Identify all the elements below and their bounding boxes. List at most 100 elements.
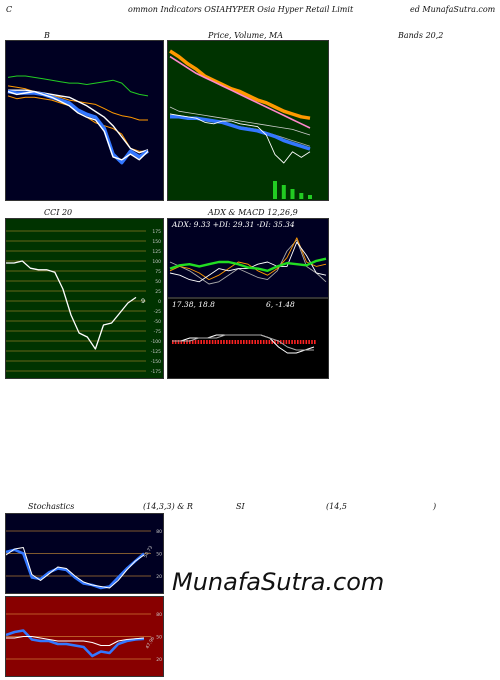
adx-secondary-line	[169, 239, 327, 285]
macd-histogram-bar	[299, 340, 302, 344]
adx-values: ADX: 9.33 +DI: 29.31 -DI: 35.34	[172, 220, 295, 229]
volume-bar	[299, 193, 304, 199]
macd-histogram-bar	[226, 340, 228, 344]
cci-tick-label: -75	[154, 329, 161, 335]
macd-histogram-bar	[189, 340, 191, 344]
macd-histogram-bar	[200, 340, 202, 344]
macd-histogram-bar	[223, 340, 225, 344]
stoch-tick-label: 80	[156, 529, 162, 535]
rsi-tick-label: 80	[156, 612, 162, 618]
macd-histogram-bar	[291, 340, 293, 344]
bollinger-panel	[5, 40, 164, 201]
cci-tick-label: -175	[151, 369, 161, 375]
macd-histogram-bar	[302, 340, 305, 344]
cci-line	[6, 260, 137, 350]
macd-histogram-bar	[251, 340, 254, 344]
macd-histogram-bar	[311, 340, 313, 344]
macd-histogram-bar	[294, 340, 296, 344]
cci-tick-label: 25	[155, 289, 161, 295]
price-ma-blue	[170, 115, 311, 151]
price-label: Price, Volume, MA	[208, 31, 284, 40]
macd-histogram-bar	[197, 340, 200, 344]
cci-tick-label: 150	[152, 239, 161, 245]
rsi-chart: 80 50 20 47.96	[6, 612, 162, 663]
cci-tick-label: -125	[151, 349, 161, 355]
cci-tick-label: -25	[154, 309, 161, 315]
bb-upper-band	[7, 75, 149, 97]
adx-panel: ADX: 9.33 +DI: 29.31 -DI: 35.34	[167, 218, 329, 298]
rsi-signal-line	[6, 636, 145, 646]
stoch-k-line	[6, 548, 145, 590]
cci-tick-label: 75	[155, 269, 161, 275]
bb-price-blue	[7, 89, 149, 165]
price-panel	[167, 40, 329, 201]
stoch-tick-label: 20	[156, 574, 162, 580]
macd-histogram-bar	[208, 340, 211, 344]
rsi-params-close: )	[433, 502, 437, 511]
price-ma-grey-1	[169, 106, 311, 136]
macd-signal-line	[172, 334, 314, 351]
stoch-panel: 80 50 20 50.73	[5, 513, 164, 594]
price-ma-pink	[169, 55, 311, 129]
macd-histogram-bar	[254, 340, 256, 344]
rsi-level-label: 47.96	[145, 636, 157, 650]
minus-di-line	[169, 241, 327, 283]
stoch-tick-label: 50	[156, 552, 162, 558]
macd-histogram-bar	[314, 340, 316, 344]
volume-bar	[281, 185, 286, 199]
macd-values-a: 17.38, 18.8	[172, 300, 215, 309]
macd-histogram-bar	[174, 340, 177, 344]
bb-middle-band	[8, 89, 149, 154]
rsi-line	[6, 629, 145, 658]
macd-histogram-bar	[271, 340, 273, 344]
macd-histogram-bar	[248, 340, 251, 344]
macd-histogram-bar	[268, 340, 271, 344]
macd-histogram-bar	[214, 340, 217, 344]
macd-histogram-bar	[228, 340, 231, 344]
macd-histogram-bar	[240, 340, 242, 344]
macd-histogram-bar	[177, 340, 180, 344]
volume-bar	[273, 181, 277, 199]
stoch-d-line	[6, 547, 145, 589]
cci-label: CCI 20	[44, 208, 73, 217]
adx-line	[169, 257, 327, 272]
macd-histogram-bar	[277, 340, 279, 344]
volume-bar	[308, 195, 312, 199]
stochastics-chart: 80 50 20 50.73	[6, 529, 162, 590]
macd-histogram-bar	[274, 340, 276, 344]
cci-tick-label: 100	[152, 259, 161, 265]
macd-chart	[172, 334, 316, 354]
cci-tick-label: 125	[152, 249, 161, 255]
macd-histogram-bar	[282, 340, 285, 344]
price-line	[169, 113, 311, 164]
price-ma-orange	[169, 49, 311, 120]
cci-chart: 175 150 125 100 75 50 25 0 -25 -50 -75 -100 -125 -150…	[6, 229, 161, 375]
macd-histogram-bar	[183, 340, 185, 344]
macd-histogram-bar	[245, 340, 248, 344]
cci-tick-label: 50	[155, 279, 161, 285]
macd-histogram-bar	[285, 340, 288, 344]
cci-last-value: 9	[141, 297, 145, 305]
cci-tick-label: -100	[151, 339, 161, 345]
macd-histogram-bar	[265, 340, 268, 344]
macd-histogram-bar	[231, 340, 234, 344]
price-chart	[169, 49, 312, 199]
macd-panel: 17.38, 18.8 6, -1.48	[167, 298, 329, 379]
cci-panel: 175 150 125 100 75 50 25 0 -25 -50 -75 -100 -125 -150…	[5, 218, 164, 379]
macd-histogram-bar	[288, 340, 290, 344]
macd-histogram-bar	[262, 340, 265, 344]
adx-chart	[169, 237, 327, 285]
macd-histogram-bar	[206, 340, 208, 344]
macd-histogram-bar	[305, 340, 308, 344]
macd-values-b: 6, -1.48	[266, 300, 295, 309]
header-right: ed MunafaSutra.com	[410, 5, 496, 14]
macd-histogram-bar	[194, 340, 197, 344]
adx-macd-label: ADX & MACD 12,26,9	[208, 208, 298, 217]
bollinger-label: B	[44, 31, 50, 40]
rsi-panel: 80 50 20 47.96	[5, 596, 164, 677]
macd-histogram-bar	[257, 340, 259, 344]
macd-histogram-bar	[234, 340, 237, 344]
cci-tick-label: -50	[154, 319, 161, 325]
header-left: C	[6, 5, 13, 14]
si-label: SI	[236, 502, 245, 511]
